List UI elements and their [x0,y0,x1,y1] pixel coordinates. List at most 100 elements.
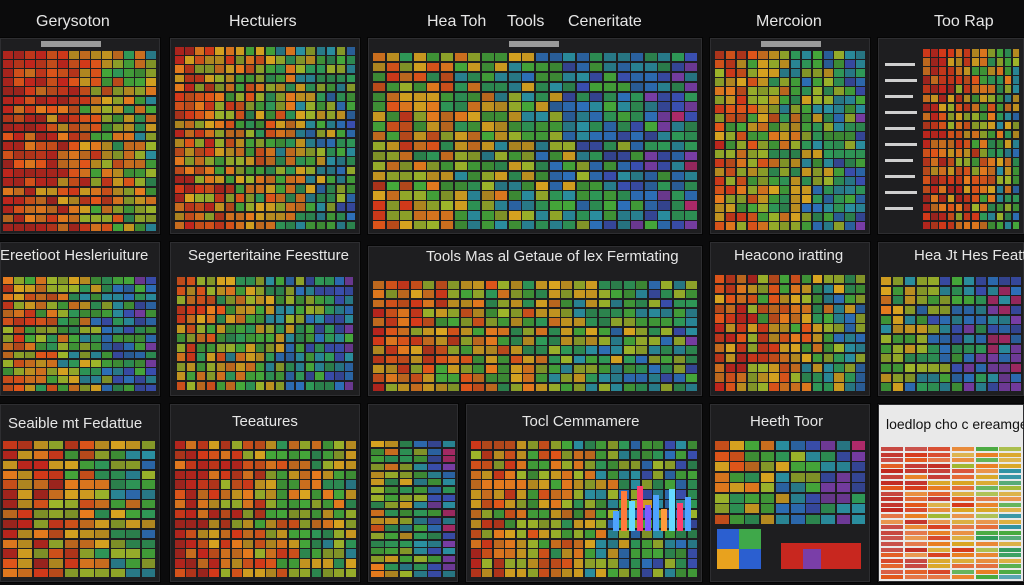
heatmap-cell [801,123,812,131]
heatmap-cell [14,223,24,232]
heatmap-cell [539,549,550,558]
heatmap-cell [856,87,866,95]
heatmap-cell [186,490,197,499]
heatmap-cell [671,151,684,161]
heatmap-cell [47,60,57,68]
heatmap-cell [3,480,17,489]
heatmap-cell [881,452,904,457]
heatmap-cell [676,450,687,460]
heatmap-cell [603,142,616,151]
heatmap-cell [505,460,516,470]
heatmap-cell [413,171,426,181]
heatmap-cell [277,441,288,450]
heatmap-cell [277,559,288,568]
heatmap-cell [113,178,123,186]
heatmap-cell [423,309,435,317]
heatmap-cell [225,139,235,147]
heatmap-cell [482,549,493,558]
heatmap-cell [931,85,938,93]
heatmap-cell [102,132,112,141]
heatmap-cell [611,318,623,327]
heatmap-cell [791,105,801,113]
heatmap-cell [687,480,698,489]
heatmap-cell [311,559,322,568]
heatmap-cell [686,290,698,299]
heatmap-cell [845,105,855,113]
heatmap-cell [288,559,299,568]
heatmap-cell [685,82,698,92]
heatmap-cell [947,58,955,66]
heatmap-cell [736,324,747,333]
heatmap-cell [14,69,24,77]
heatmap-cell [812,195,823,203]
heatmap-cell [113,105,123,114]
heatmap-cell [14,351,24,359]
heatmap-cell [836,514,851,524]
heatmap-cell [747,105,757,113]
heatmap-cell [892,306,904,315]
heatmap-cell [385,290,397,299]
heatmap-cell [300,510,310,519]
heatmap-cell [562,460,573,470]
heatmap-cell [400,82,413,92]
heatmap-cell [206,296,216,304]
heatmap-cell [410,281,422,289]
heatmap-cell [373,171,386,181]
heatmap-cell [549,132,562,141]
heatmap-cell [536,374,548,383]
heatmap-cell [322,470,333,479]
heatmap-cell [972,130,979,139]
heatmap-cell [58,359,68,367]
heatmap-cell [255,139,265,147]
heatmap-cell [952,486,975,491]
heatmap-cell [18,529,33,539]
heatmap-cell [306,111,316,120]
heatmap-cell [306,175,316,184]
heatmap-cell [508,201,521,210]
heatmap-cell [141,480,156,489]
heatmap-cell [508,122,521,131]
heatmap-cell [586,290,598,299]
heatmap-cell [414,571,427,578]
heatmap-cell [931,203,938,212]
heatmap-cell [687,519,698,529]
heatmap-cell [205,194,214,202]
heatmap-cell [255,166,265,175]
heatmap-cell [931,158,938,166]
heatmap-cell [186,362,196,371]
heatmap-cell [146,223,156,232]
heatmap-cell [508,92,521,101]
heatmap-cell [216,315,225,323]
heatmap-cell [980,185,987,194]
heatmap-cell [175,139,184,147]
heatmap-cell [636,355,648,364]
heatmap-cell [345,343,354,352]
heatmap-cell [36,69,46,77]
heatmap-cell [975,447,998,452]
heatmap-cell [996,94,1004,103]
heatmap-cell [197,510,208,519]
heatmap-cell [549,171,562,181]
heatmap-cell [141,441,156,450]
heatmap-cell [952,553,975,558]
heatmap-cell [373,211,386,220]
heatmap-cell [812,343,823,353]
heatmap-cell [275,381,285,390]
heatmap-cell [146,285,156,293]
heatmap-cell [346,166,356,175]
heatmap-cell [955,103,963,112]
heatmap-cell [928,383,939,392]
heatmap-cell [999,486,1022,491]
heatmap-cell [266,559,276,568]
heatmap-cell [177,315,186,323]
heatmap-cell [493,559,504,568]
heatmap-cell [186,315,196,323]
heatmap-cell [399,548,413,555]
heatmap-cell [923,49,930,57]
heatmap-cell [636,281,648,289]
heatmap-cell [987,335,998,344]
heatmap-cell [286,212,295,221]
heatmap-cell [955,58,963,66]
heatmap-cell [648,365,660,373]
heatmap-cell [725,96,736,104]
